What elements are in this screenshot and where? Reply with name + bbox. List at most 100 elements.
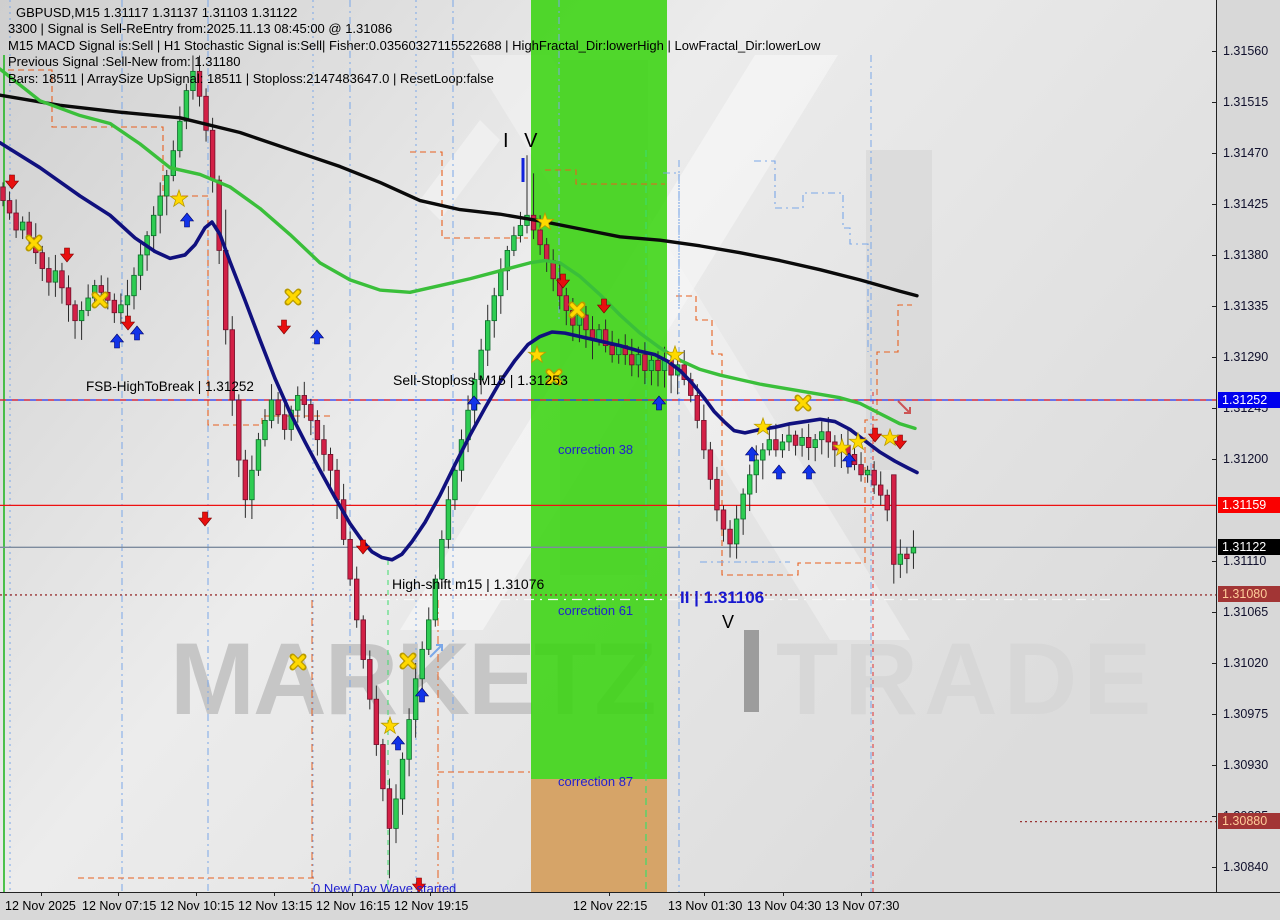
price-axis-tick	[1212, 713, 1217, 715]
price-axis-label: 1.31380	[1223, 247, 1269, 262]
candle-bearish	[196, 70, 203, 97]
candle-bearish	[655, 359, 661, 371]
price-axis-label: 1.31560	[1223, 43, 1269, 58]
sell-arrow-icon	[355, 539, 371, 555]
stepped-indicator-line	[410, 151, 528, 239]
candle-bearish	[720, 509, 727, 530]
candle-bearish	[805, 436, 812, 448]
time-axis-label: 13 Nov 04:30	[747, 899, 822, 913]
time-axis-tick	[352, 892, 353, 896]
candle-bearish	[209, 129, 216, 181]
price-axis-tick	[1212, 815, 1217, 817]
watermark-text-right: TRADE	[776, 622, 1157, 736]
candle-bearish	[629, 354, 635, 366]
sell-arrow-icon	[867, 427, 883, 443]
candle-bearish	[6, 200, 13, 214]
watermark-separator-bar	[744, 630, 759, 712]
current-price-box: 1.31122	[1218, 538, 1280, 555]
signal-star-icon	[832, 437, 852, 457]
candle-bearish	[347, 538, 353, 580]
signal-x-icon	[286, 290, 300, 304]
price-axis[interactable]: 1.31560 1.31515 1.31470 1.31425 1.31380 1.313…	[1212, 0, 1280, 892]
time-axis-label: 12 Nov 10:15	[160, 899, 235, 913]
price-axis-label: 1.31515	[1223, 94, 1269, 109]
candle-bearish	[301, 395, 307, 405]
candle-bullish	[432, 578, 438, 621]
sell-arrow-icon	[276, 319, 292, 335]
candle-bullish	[452, 469, 458, 501]
candle-bullish	[511, 235, 517, 251]
previous-signal-line: Previous Signal :Sell-New from: 1.31180	[8, 54, 241, 70]
time-axis-label: 13 Nov 01:30	[668, 899, 743, 913]
candle-bearish	[327, 453, 334, 471]
signal-x-icon	[547, 370, 561, 384]
signal-star-icon	[848, 431, 868, 451]
candle-bullish	[740, 493, 746, 520]
buy-arrow-icon	[841, 452, 857, 468]
candle-bullish	[517, 225, 524, 237]
candle-bearish	[222, 250, 229, 331]
candle-bullish	[779, 441, 786, 451]
buy-arrow-icon	[109, 333, 125, 349]
candle-bullish	[491, 295, 497, 322]
signal-x-icon	[570, 303, 584, 317]
price-axis-label: 1.31335	[1223, 298, 1269, 313]
candle-bearish	[275, 399, 281, 416]
candle-bearish	[242, 459, 249, 501]
price-axis-tick	[1212, 611, 1217, 613]
price-axis-label: 1.30930	[1223, 757, 1269, 772]
candle-bearish	[65, 287, 72, 306]
stepped-indicator-line	[545, 169, 665, 185]
price-axis-tick	[1212, 866, 1217, 868]
time-axis-tick	[783, 892, 784, 896]
candle-bearish	[878, 484, 884, 496]
time-axis[interactable]: 12 Nov 2025 12 Nov 07:15 12 Nov 10:15 12 No…	[0, 892, 1280, 920]
buy-arrow-icon	[390, 735, 406, 751]
price-axis-label: 1.30840	[1223, 859, 1269, 874]
price-axis-label: 1.31425	[1223, 196, 1269, 211]
candle-bullish	[484, 320, 491, 351]
candle-bullish	[635, 354, 642, 366]
candle-bullish	[52, 270, 59, 283]
time-axis-tick	[274, 892, 275, 896]
candle-bearish	[904, 553, 910, 560]
sell-arrow-icon	[411, 877, 427, 893]
candle-bearish	[858, 464, 864, 476]
candle-bearish	[373, 698, 380, 745]
candle-bullish	[478, 349, 484, 381]
sell-arrow-icon	[197, 511, 213, 527]
price-axis-tick	[1212, 305, 1217, 307]
price-axis-label: 1.31020	[1223, 655, 1269, 670]
buy-arrow-icon	[744, 446, 760, 462]
candle-bullish	[799, 436, 805, 446]
signal-star-icon	[665, 344, 685, 364]
candle-bullish	[249, 469, 255, 501]
candle-bearish	[563, 295, 569, 311]
candle-bearish	[707, 449, 714, 480]
candlesticks	[0, 55, 917, 879]
candle-bearish	[891, 474, 897, 565]
candle-bullish	[19, 221, 26, 231]
moving-average-lines	[0, 67, 919, 562]
signal-star-icon	[527, 344, 547, 364]
candle-bearish	[0, 186, 6, 201]
horizontal-price-lines	[0, 399, 1216, 823]
buy-arrow-icon	[129, 325, 145, 341]
time-axis-tick	[196, 892, 197, 896]
candle-bearish	[602, 329, 609, 347]
current-price-box: 1.31159	[1218, 496, 1280, 513]
candle-bearish	[583, 314, 589, 331]
candle-bullish	[439, 538, 445, 580]
candle-bullish	[255, 439, 262, 471]
sell-arrow-icon	[4, 174, 20, 190]
candle-bullish	[131, 274, 137, 297]
candle-bullish	[295, 395, 301, 411]
candle-bullish	[118, 304, 124, 314]
candle-bullish	[747, 474, 753, 495]
hollow-down-arrow-icon	[897, 400, 911, 414]
candle-bullish	[910, 546, 917, 554]
candle-bullish	[766, 439, 773, 451]
stepped-indicator-line	[663, 172, 680, 307]
